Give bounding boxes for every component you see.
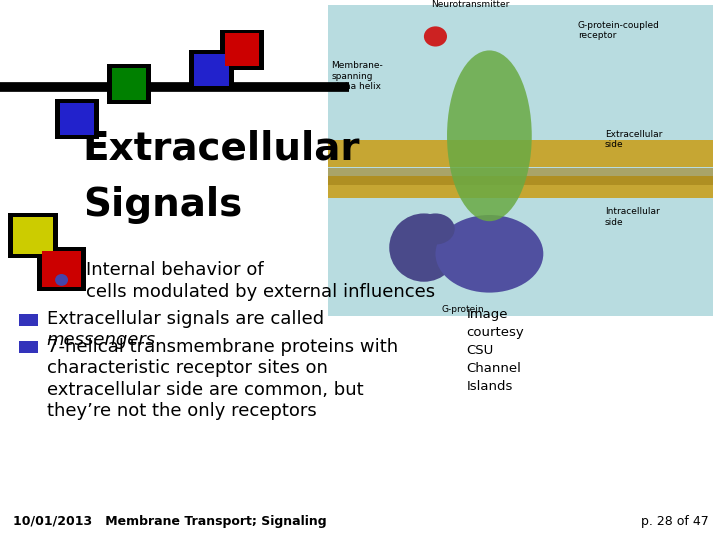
Text: cells modulated by external influences: cells modulated by external influences xyxy=(86,282,436,301)
Ellipse shape xyxy=(416,213,455,245)
Bar xyxy=(13,217,53,254)
Text: Internal behavior of: Internal behavior of xyxy=(86,261,264,279)
Text: Image
courtesy
CSU
Channel
Islands: Image courtesy CSU Channel Islands xyxy=(467,308,524,393)
Ellipse shape xyxy=(424,26,447,46)
Text: Extracellular signals are called: Extracellular signals are called xyxy=(47,309,330,328)
Bar xyxy=(37,247,86,291)
Bar xyxy=(112,68,146,100)
Bar xyxy=(328,168,713,186)
Text: they’re not the only receptors: they’re not the only receptors xyxy=(47,402,317,421)
Bar xyxy=(225,33,259,66)
Bar xyxy=(19,341,38,353)
Bar xyxy=(42,251,81,287)
Text: 7-helical transmembrane proteins with: 7-helical transmembrane proteins with xyxy=(47,338,398,356)
Bar xyxy=(328,140,713,167)
Text: p. 28 of 47: p. 28 of 47 xyxy=(642,515,709,528)
Bar xyxy=(189,50,234,90)
Bar xyxy=(55,99,99,139)
Text: 10/01/2013   Membrane Transport; Signaling: 10/01/2013 Membrane Transport; Signaling xyxy=(13,515,327,528)
Bar xyxy=(220,30,264,70)
Text: extracellular side are common, but: extracellular side are common, but xyxy=(47,381,364,399)
Bar xyxy=(60,103,94,135)
Bar xyxy=(107,64,151,104)
Text: Extracellular: Extracellular xyxy=(83,130,360,167)
Ellipse shape xyxy=(390,213,459,282)
Text: Neurotransmitter: Neurotransmitter xyxy=(431,0,510,9)
Ellipse shape xyxy=(447,50,532,221)
Bar xyxy=(8,213,58,258)
Bar xyxy=(328,176,713,198)
Text: G-protein: G-protein xyxy=(441,305,484,314)
Text: messengers: messengers xyxy=(47,331,156,349)
Bar xyxy=(194,54,229,86)
Text: characteristic receptor sites on: characteristic receptor sites on xyxy=(47,359,328,377)
Text: Extracellular
side: Extracellular side xyxy=(605,130,662,149)
Ellipse shape xyxy=(55,274,68,286)
Text: Intracellular
side: Intracellular side xyxy=(605,207,660,227)
Bar xyxy=(328,5,713,316)
Text: G-protein-coupled
receptor: G-protein-coupled receptor xyxy=(578,21,660,40)
Text: Membrane-
spanning
alpha helix: Membrane- spanning alpha helix xyxy=(331,62,383,91)
Ellipse shape xyxy=(436,215,544,293)
Text: Signals: Signals xyxy=(83,186,242,224)
Bar xyxy=(19,314,38,326)
